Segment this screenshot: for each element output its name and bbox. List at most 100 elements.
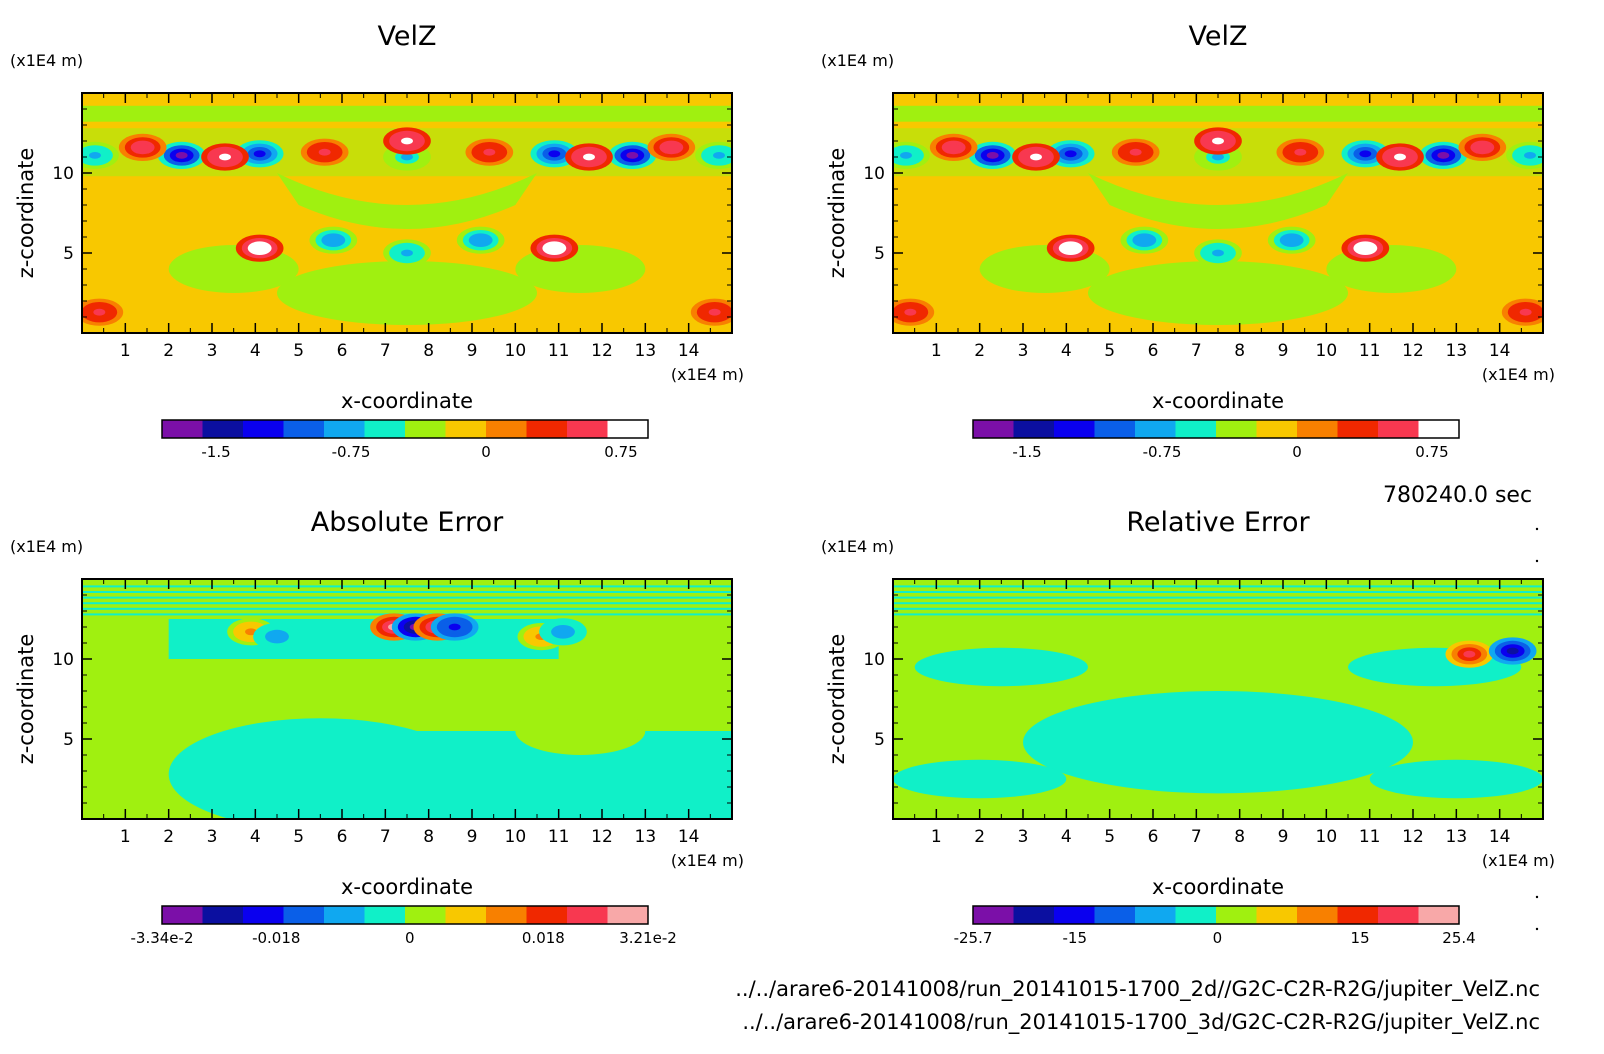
x-tick-label: 8 — [1234, 341, 1245, 361]
blob-ring — [1519, 308, 1532, 316]
extremum-blob — [300, 138, 349, 166]
blob-ring — [1212, 137, 1224, 145]
x-tick-label: 14 — [678, 827, 700, 847]
y-axis-label: z-coordinate — [825, 148, 849, 279]
blob-ring — [483, 148, 496, 156]
x-tick-label: 8 — [1234, 827, 1245, 847]
extremum-blob — [530, 140, 579, 168]
colorbar-swatch — [1297, 420, 1338, 438]
colorbar-swatch — [364, 906, 406, 924]
x-tick-label: 5 — [1104, 341, 1115, 361]
colorbar-swatch — [1378, 420, 1419, 438]
colorbar-swatch — [445, 420, 487, 438]
blob-ring — [1212, 153, 1224, 161]
extremum-blob — [82, 141, 119, 169]
colorbar-tick-label: 25.4 — [1442, 929, 1475, 947]
blob-ring — [904, 308, 917, 316]
x-tick-label: 1 — [120, 827, 131, 847]
margin-dot — [1535, 927, 1539, 931]
x-tick-label: 14 — [678, 341, 700, 361]
blob-ring — [253, 244, 266, 252]
colorbar-swatch — [405, 420, 446, 438]
x-tick-label: 13 — [635, 827, 657, 847]
x-axis-label: x-coordinate — [341, 389, 473, 413]
stripe-line — [893, 607, 1543, 610]
stripe-line — [82, 585, 732, 588]
colorbar-tick-label: 0.75 — [1415, 443, 1448, 461]
x-unit-label: (x1E4 m) — [1482, 365, 1555, 384]
colorbar-swatch — [607, 420, 649, 438]
colorbar-tick-label: -0.75 — [1143, 443, 1182, 461]
x-tick-label: 7 — [380, 341, 391, 361]
colorbar-tick-label: 0 — [405, 929, 415, 947]
colorbar-swatch — [202, 906, 244, 924]
x-tick-label: 4 — [1061, 341, 1072, 361]
x-tick-label: 10 — [1316, 341, 1338, 361]
margin-dot — [1535, 895, 1539, 899]
margin-dot — [1535, 527, 1539, 531]
blob-ring — [1138, 236, 1151, 244]
blob-ring — [900, 152, 912, 159]
blob-ring — [1359, 150, 1372, 158]
colorbar-tick-label: 3.21e-2 — [619, 929, 677, 947]
x-tick-label: 4 — [250, 827, 261, 847]
x-tick-label: 1 — [931, 341, 942, 361]
colorbar-frame — [972, 905, 1460, 925]
extremum-blob — [118, 133, 167, 161]
green-region-low — [1088, 261, 1348, 325]
stripe-line — [893, 591, 1543, 593]
extremum-blob — [608, 141, 657, 169]
blob-ring — [1064, 244, 1077, 252]
x-tick-label: 3 — [1018, 341, 1029, 361]
colorbar-swatch — [324, 906, 365, 924]
extremum-blob — [465, 138, 514, 166]
x-axis-label: x-coordinate — [341, 875, 473, 899]
x-tick-label: 5 — [293, 341, 304, 361]
colorbar-tick-label: -1.5 — [201, 443, 230, 461]
x-tick-label: 8 — [423, 341, 434, 361]
extremum-blob — [82, 298, 124, 326]
colorbar-tick-label: -0.018 — [252, 929, 300, 947]
x-tick-label: 3 — [207, 341, 218, 361]
extremum-blob — [893, 298, 935, 326]
x-tick-label: 12 — [591, 827, 613, 847]
x-tick-label: 13 — [1446, 341, 1468, 361]
green-region-mid — [1088, 173, 1348, 229]
extremum-blob — [456, 226, 505, 254]
cyan-region-left — [168, 718, 472, 819]
colorbar-tick-label: 0.018 — [522, 929, 565, 947]
extremum-blob — [1488, 637, 1537, 665]
band-line — [82, 121, 732, 125]
green-region-mid — [277, 173, 537, 229]
colorbar-swatch — [202, 420, 244, 438]
cyan-region-left — [914, 647, 1088, 687]
colorbar-swatch — [1094, 420, 1136, 438]
x-tick-label: 7 — [380, 827, 391, 847]
extremum-blob — [1341, 234, 1390, 262]
cyan-region-lowleft — [893, 759, 1067, 799]
colorbar-swatch — [1418, 420, 1460, 438]
colorbar-frame — [161, 419, 649, 439]
stripe-line — [82, 596, 732, 599]
colorbar-tick-label: -3.34e-2 — [131, 929, 194, 947]
stripe-line — [893, 585, 1543, 588]
x-tick-label: 9 — [1278, 341, 1289, 361]
x-tick-label: 6 — [337, 341, 348, 361]
cyan-band — [168, 619, 559, 659]
colorbar-swatch — [364, 420, 406, 438]
x-tick-label: 13 — [635, 341, 657, 361]
band-line — [893, 121, 1543, 125]
x-tick-label: 9 — [467, 341, 478, 361]
file-path-2d: ../../arare6-20141008/run_20141015-1700_… — [735, 977, 1540, 1001]
colorbar-swatch — [1297, 906, 1338, 924]
extremum-blob — [1046, 234, 1095, 262]
blob-ring — [713, 152, 725, 159]
blob-ring — [1064, 150, 1077, 158]
colorbar-tick-label: 0 — [1292, 443, 1302, 461]
blob-ring — [93, 308, 106, 316]
blob-ring — [1394, 153, 1406, 161]
x-axis-label: x-coordinate — [1152, 875, 1284, 899]
blob-ring — [136, 144, 149, 151]
